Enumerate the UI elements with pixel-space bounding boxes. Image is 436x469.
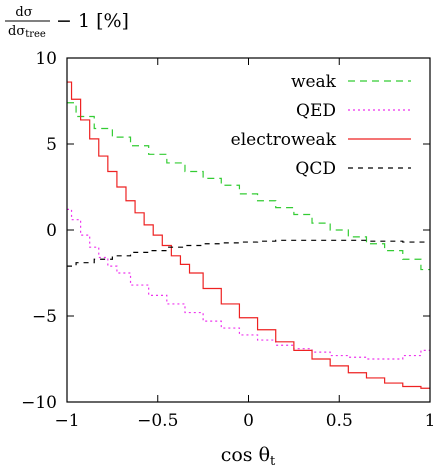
y-tick-label: 0 [46, 221, 57, 241]
ylabel-denominator-sub: tree [25, 29, 46, 40]
series-line-electroweak [67, 81, 430, 389]
axis-ticks: −1 −0.5 0 0.5 1 −10 −5 0 5 10 [21, 49, 435, 431]
series-layer [67, 81, 430, 389]
x-tick-label: −0.5 [137, 411, 178, 431]
x-tick-label: −1 [54, 411, 79, 431]
y-tick-label: 5 [46, 135, 57, 155]
ylabel-numerator: dσ [15, 5, 32, 20]
ylabel-suffix: − 1 [%] [56, 10, 129, 32]
legend-label-QED: QED [296, 101, 336, 121]
x-tick-label: 0 [243, 411, 254, 431]
series-line-weak [67, 102, 430, 271]
y-tick-label: −10 [21, 393, 57, 413]
legend-label-electroweak: electroweak [231, 130, 337, 150]
series-line-QCD [67, 239, 430, 267]
series-line-QED [67, 208, 430, 360]
plot-frame [66, 57, 431, 403]
xlabel-main: cos θ [221, 444, 270, 466]
legend: weak QED electroweak QCD [231, 72, 411, 179]
x-axis-label: cos θt [221, 444, 276, 469]
y-tick-label: −5 [32, 307, 57, 327]
y-axis-label: dσ dσtree − 1 [%] [5, 5, 129, 40]
legend-label-weak: weak [291, 72, 337, 92]
legend-label-QCD: QCD [295, 159, 336, 179]
y-tick-label: 10 [35, 49, 57, 69]
ylabel-denominator-main: dσ [8, 24, 25, 39]
xlabel-sub: t [270, 454, 276, 469]
x-tick-label: 1 [425, 411, 436, 431]
x-tick-label: 0.5 [326, 411, 353, 431]
ylabel-denominator: dσtree [8, 24, 46, 40]
